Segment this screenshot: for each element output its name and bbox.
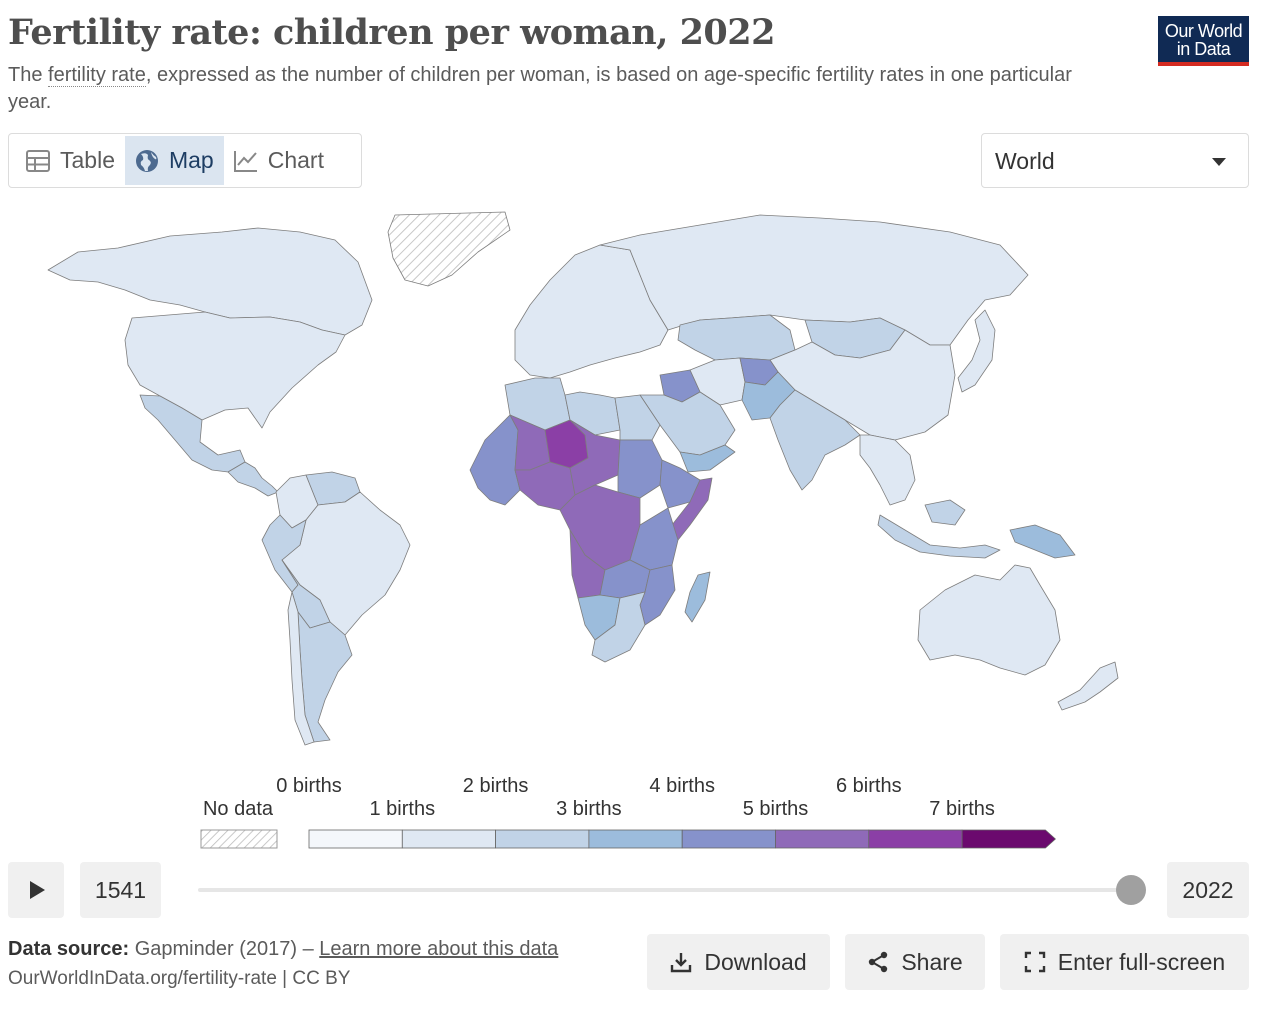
- region-saudi-arabia[interactable]: [639, 391, 736, 456]
- download-button[interactable]: Download: [647, 934, 830, 990]
- legend-bin-6: [868, 829, 963, 849]
- legend-label-upper-2: 4 births: [649, 775, 715, 797]
- fullscreen-button[interactable]: Enter full-screen: [1000, 934, 1249, 990]
- region-select[interactable]: World: [981, 133, 1249, 188]
- play-button[interactable]: [8, 862, 64, 918]
- tab-map[interactable]: Map: [124, 136, 224, 185]
- region-central-america[interactable]: [227, 461, 279, 497]
- tab-chart[interactable]: Chart: [224, 136, 334, 185]
- timeline-handle[interactable]: [1116, 875, 1146, 905]
- region-japan[interactable]: [957, 309, 996, 393]
- data-source: Data source: Gapminder (2017) – Learn mo…: [8, 938, 559, 960]
- legend-label-lower-0: 1 births: [369, 798, 436, 820]
- tab-map-label: Map: [168, 147, 214, 173]
- region-indonesia[interactable]: [877, 499, 1001, 559]
- legend-label-upper-0: 0 births: [276, 775, 342, 797]
- world-map: [47, 211, 1119, 746]
- start-year[interactable]: 1541: [80, 862, 161, 918]
- table-icon: [26, 149, 50, 172]
- legend-bin-2: [495, 829, 590, 849]
- region-united-states[interactable]: [124, 311, 346, 429]
- legend-label-lower-3: 7 births: [929, 798, 995, 820]
- legend-label-lower-1: 3 births: [556, 798, 622, 820]
- chart-title: Fertility rate: children per woman, 2022: [8, 12, 776, 53]
- region-west-africa[interactable]: [469, 414, 521, 506]
- play-icon: [30, 881, 45, 899]
- globe-icon: [135, 149, 158, 172]
- legend-label-upper-3: 6 births: [836, 775, 902, 797]
- region-somalia[interactable]: [671, 477, 713, 541]
- region-europe[interactable]: [514, 244, 669, 379]
- region-greenland[interactable]: [387, 211, 511, 287]
- source-url[interactable]: OurWorldInData.org/fertility-rate | CC B…: [8, 968, 351, 989]
- tab-table-label: Table: [60, 147, 115, 173]
- chevron-down-icon: [1212, 158, 1226, 166]
- region-sudan[interactable]: [617, 439, 663, 499]
- region-australia[interactable]: [917, 564, 1061, 676]
- region-madagascar[interactable]: [684, 571, 711, 623]
- region-india[interactable]: [769, 389, 861, 491]
- line-chart-icon: [233, 150, 257, 172]
- legend-no-data-swatch: [200, 829, 278, 849]
- view-tabs: Table Map Chart: [8, 133, 362, 188]
- region-southeast-asia[interactable]: [859, 434, 916, 506]
- region-papua-new-guinea[interactable]: [1009, 524, 1076, 559]
- legend-bin-1: [401, 829, 496, 849]
- timeline-track[interactable]: [198, 888, 1132, 892]
- chart-subtitle: The fertility rate, expressed as the num…: [8, 64, 1072, 113]
- legend-bar: [200, 829, 1056, 849]
- legend-no-data-label: No data: [202, 798, 274, 820]
- tab-chart-label: Chart: [267, 147, 324, 173]
- region-kazakhstan[interactable]: [677, 314, 796, 361]
- legend-bin-7: [961, 829, 1056, 849]
- legend-bin-4: [681, 829, 776, 849]
- region-chile[interactable]: [287, 591, 315, 746]
- download-icon: [671, 953, 692, 973]
- legend-bin-3: [588, 829, 683, 849]
- share-button[interactable]: Share: [845, 934, 985, 990]
- legend-bin-5: [775, 829, 870, 849]
- legend-label-lower-2: 5 births: [742, 798, 809, 820]
- region-new-zealand[interactable]: [1057, 661, 1119, 711]
- end-year[interactable]: 2022: [1167, 862, 1249, 918]
- legend-bin-0: [308, 829, 403, 849]
- tab-table[interactable]: Table: [16, 136, 125, 185]
- legend-label-upper-1: 2 births: [462, 775, 529, 797]
- learn-more-link[interactable]: Learn more about this data: [319, 938, 559, 960]
- region-yemen[interactable]: [679, 444, 736, 473]
- fullscreen-icon: [1024, 951, 1045, 973]
- region-select-value: World: [995, 148, 1055, 174]
- owid-logo[interactable]: Our World in Data: [1158, 16, 1249, 66]
- fertility-rate-link[interactable]: fertility rate: [48, 64, 146, 87]
- region-south-africa[interactable]: [591, 591, 646, 663]
- share-icon: [869, 951, 888, 973]
